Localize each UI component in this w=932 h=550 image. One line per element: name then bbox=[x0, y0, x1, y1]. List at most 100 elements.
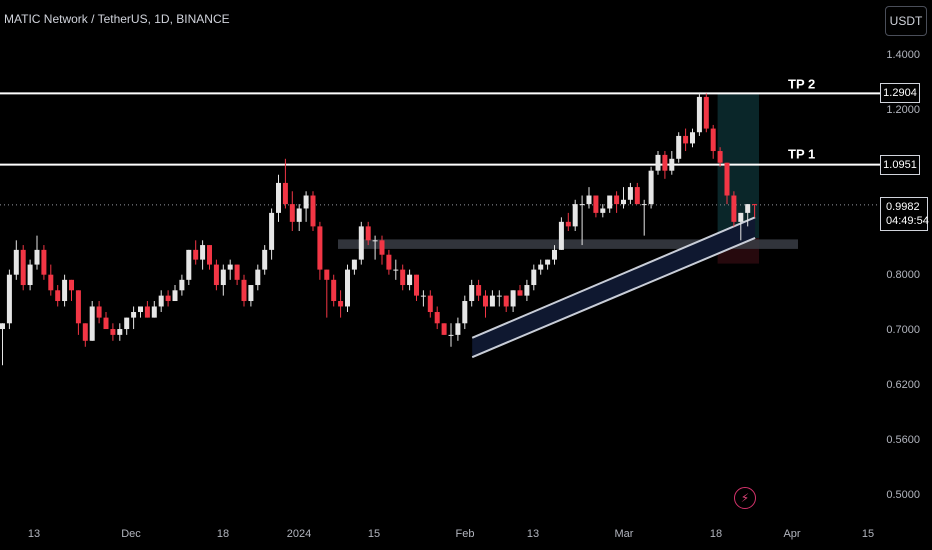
bar-countdown: 04:49:54 bbox=[886, 214, 929, 227]
currency-button[interactable]: USDT bbox=[885, 6, 927, 36]
candle bbox=[434, 312, 440, 324]
candle bbox=[462, 301, 468, 324]
time-tick: 18 bbox=[709, 528, 723, 540]
candle bbox=[13, 249, 19, 275]
candle bbox=[41, 249, 47, 275]
candle bbox=[503, 295, 509, 307]
candle bbox=[317, 226, 323, 270]
lightning-icon[interactable]: ⚡ bbox=[734, 487, 756, 509]
candle bbox=[34, 249, 40, 265]
candle bbox=[241, 279, 247, 302]
candle bbox=[627, 187, 633, 200]
candle bbox=[103, 317, 109, 330]
candle bbox=[358, 226, 364, 260]
candle bbox=[379, 240, 385, 255]
candle bbox=[565, 221, 571, 227]
candle bbox=[538, 264, 544, 270]
candle bbox=[345, 269, 350, 307]
candle bbox=[55, 290, 61, 302]
candle bbox=[296, 208, 302, 222]
candle bbox=[27, 264, 33, 286]
candle bbox=[572, 204, 578, 227]
time-tick: 2024 bbox=[286, 528, 312, 540]
candle bbox=[172, 290, 178, 302]
candle bbox=[710, 128, 716, 152]
channel-upper-line bbox=[471, 216, 756, 339]
candle bbox=[255, 269, 261, 286]
candle bbox=[372, 240, 378, 242]
candle bbox=[489, 295, 495, 307]
candle bbox=[110, 329, 116, 335]
candle bbox=[717, 151, 723, 163]
candle bbox=[75, 290, 81, 324]
time-tick: 18 bbox=[216, 528, 230, 540]
candle bbox=[641, 204, 647, 206]
candle bbox=[289, 204, 295, 222]
candle bbox=[248, 285, 254, 302]
candle bbox=[648, 170, 654, 205]
current-price-label: 0.9982 04:49:54 bbox=[880, 196, 929, 231]
current-price: 0.9982 bbox=[886, 200, 920, 213]
candle bbox=[703, 96, 709, 129]
candle bbox=[531, 269, 537, 286]
candle bbox=[144, 306, 150, 318]
tp1-label: TP 1 bbox=[788, 146, 816, 162]
candle bbox=[193, 249, 199, 260]
candle bbox=[441, 323, 447, 335]
candle bbox=[517, 290, 523, 296]
candle bbox=[179, 279, 185, 291]
candle bbox=[545, 259, 551, 265]
candle bbox=[365, 226, 371, 241]
candle bbox=[469, 285, 475, 302]
candle bbox=[117, 329, 123, 335]
price-tick: 1.4000 bbox=[886, 49, 920, 61]
price-tick: 0.7000 bbox=[886, 324, 920, 336]
chart-title: MATIC Network / TetherUS, 1D, BINANCE bbox=[4, 12, 230, 26]
candle bbox=[351, 259, 357, 270]
time-tick: Apr bbox=[783, 528, 801, 540]
candle bbox=[621, 199, 626, 205]
candle bbox=[82, 323, 88, 341]
candle bbox=[96, 306, 102, 318]
candle bbox=[586, 195, 592, 205]
channel-lower-line bbox=[471, 237, 756, 359]
candle bbox=[634, 187, 640, 205]
candle bbox=[324, 269, 330, 280]
support-zone bbox=[338, 239, 798, 249]
candle bbox=[455, 323, 461, 335]
candle bbox=[420, 295, 426, 297]
ascending-channel bbox=[472, 217, 756, 358]
candle bbox=[669, 158, 675, 171]
time-tick: 15 bbox=[861, 528, 875, 540]
candle bbox=[262, 249, 268, 270]
candle bbox=[696, 96, 702, 133]
candle bbox=[48, 274, 54, 291]
price-tick: 0.8000 bbox=[886, 269, 920, 281]
candle bbox=[448, 334, 454, 336]
candle bbox=[731, 195, 737, 222]
candle bbox=[131, 312, 137, 318]
candle bbox=[186, 249, 192, 280]
candle bbox=[690, 132, 695, 144]
candle bbox=[483, 295, 488, 307]
candle bbox=[407, 274, 413, 286]
candle bbox=[220, 269, 226, 286]
candle bbox=[607, 195, 613, 209]
candle bbox=[745, 204, 751, 213]
candle bbox=[738, 212, 744, 222]
candle bbox=[427, 295, 433, 313]
price-tick: 0.5000 bbox=[886, 489, 920, 501]
time-tick: 13 bbox=[526, 528, 540, 540]
candle bbox=[752, 204, 758, 206]
candle bbox=[138, 306, 143, 313]
candle bbox=[213, 264, 219, 286]
candle bbox=[276, 182, 281, 213]
candle bbox=[676, 135, 682, 159]
candle bbox=[414, 274, 419, 296]
candle bbox=[200, 245, 206, 260]
candle bbox=[338, 301, 344, 307]
time-tick: Dec bbox=[121, 528, 141, 540]
candle bbox=[282, 182, 288, 205]
candle bbox=[552, 249, 557, 260]
